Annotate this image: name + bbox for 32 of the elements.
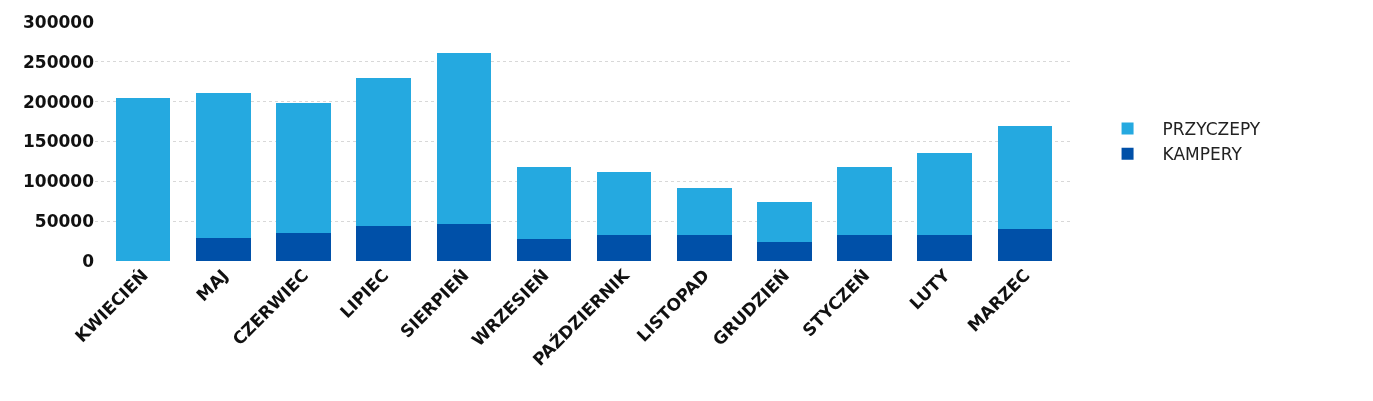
bar bbox=[917, 153, 972, 235]
bar bbox=[676, 187, 732, 235]
bar bbox=[997, 126, 1053, 230]
bar bbox=[276, 103, 331, 234]
bar bbox=[837, 166, 892, 235]
bar bbox=[196, 92, 251, 238]
bar bbox=[356, 225, 411, 261]
bar bbox=[596, 234, 652, 261]
bar bbox=[516, 238, 572, 261]
y-tick-label: 100000 bbox=[23, 171, 95, 192]
y-tick-label: 50000 bbox=[34, 211, 95, 232]
bar bbox=[436, 224, 492, 261]
bar bbox=[757, 241, 812, 261]
y-tick-label: 250000 bbox=[23, 51, 95, 72]
bar bbox=[757, 202, 812, 242]
bar bbox=[516, 166, 572, 239]
bar bbox=[356, 77, 411, 226]
y-tick-label: 0 bbox=[82, 250, 95, 271]
y-tick-label: 150000 bbox=[23, 131, 95, 152]
bar bbox=[676, 234, 732, 261]
legend-label: KAMPERY bbox=[1162, 144, 1243, 165]
y-tick-label: 200000 bbox=[23, 91, 95, 112]
bar bbox=[917, 234, 972, 261]
bar bbox=[997, 229, 1053, 261]
bar bbox=[276, 233, 331, 261]
bar bbox=[837, 234, 892, 261]
y-tick-label: 300000 bbox=[23, 11, 95, 32]
bar bbox=[596, 171, 652, 235]
legend-label: PRZYCZEPY bbox=[1162, 119, 1261, 140]
bar bbox=[196, 237, 251, 261]
bar bbox=[115, 97, 171, 261]
bar bbox=[436, 53, 492, 225]
